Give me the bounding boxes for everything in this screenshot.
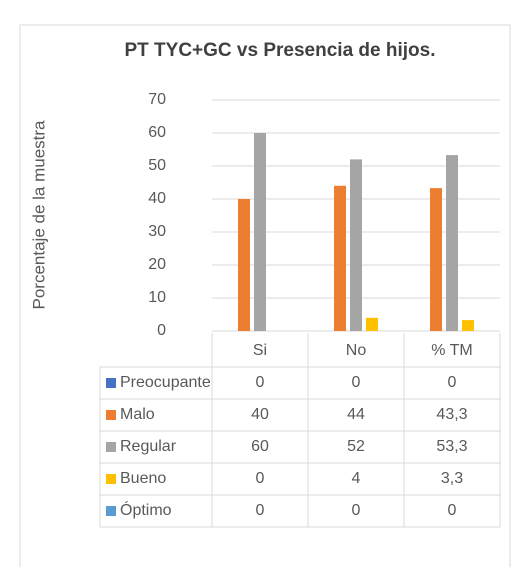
table-cell: 4 bbox=[352, 470, 361, 487]
y-tick-label: 30 bbox=[148, 223, 166, 240]
table-cell: 3,3 bbox=[441, 470, 463, 487]
x-tick-label: No bbox=[346, 342, 367, 359]
table-cell: 44 bbox=[347, 406, 365, 423]
y-tick-label: 0 bbox=[157, 322, 166, 339]
y-tick-label: 60 bbox=[148, 124, 166, 141]
y-tick-label: 40 bbox=[148, 190, 166, 207]
legend-label: Regular bbox=[120, 438, 177, 455]
table-cell: 0 bbox=[352, 374, 361, 391]
table-cell: 0 bbox=[352, 502, 361, 519]
legend-key bbox=[106, 442, 116, 452]
table-cell: 0 bbox=[256, 470, 265, 487]
chart-title: PT TYC+GC vs Presencia de hijos. bbox=[125, 40, 436, 61]
x-tick-label: Si bbox=[253, 342, 267, 359]
bar bbox=[430, 188, 442, 331]
bar bbox=[334, 185, 346, 331]
table-cell: 53,3 bbox=[436, 438, 467, 455]
bar bbox=[446, 155, 458, 331]
legend-label: Malo bbox=[120, 406, 155, 423]
table-cell: 60 bbox=[251, 438, 269, 455]
legend-key bbox=[106, 410, 116, 420]
legend-key bbox=[106, 506, 116, 516]
bar bbox=[366, 317, 378, 331]
bar bbox=[462, 320, 474, 331]
x-tick-label: % TM bbox=[431, 342, 472, 359]
bar bbox=[238, 199, 250, 331]
bar bbox=[350, 159, 362, 331]
y-tick-label: 50 bbox=[148, 157, 166, 174]
y-tick-label: 10 bbox=[148, 289, 166, 306]
table-cell: 0 bbox=[448, 374, 457, 391]
table-cell: 43,3 bbox=[436, 406, 467, 423]
legend-label: Preocupante bbox=[120, 374, 211, 391]
table-cell: 40 bbox=[251, 406, 269, 423]
legend-key bbox=[106, 474, 116, 484]
legend-key bbox=[106, 378, 116, 388]
table-cell: 52 bbox=[347, 438, 365, 455]
legend-label: Bueno bbox=[120, 470, 166, 487]
table-cell: 0 bbox=[448, 502, 457, 519]
bar bbox=[254, 133, 266, 331]
table-cell: 0 bbox=[256, 374, 265, 391]
legend-label: Óptimo bbox=[120, 500, 172, 519]
table-cell: 0 bbox=[256, 502, 265, 519]
y-tick-label: 20 bbox=[148, 256, 166, 273]
y-axis-title: Porcentaje de la muestra bbox=[29, 120, 48, 310]
y-tick-label: 70 bbox=[148, 91, 166, 108]
